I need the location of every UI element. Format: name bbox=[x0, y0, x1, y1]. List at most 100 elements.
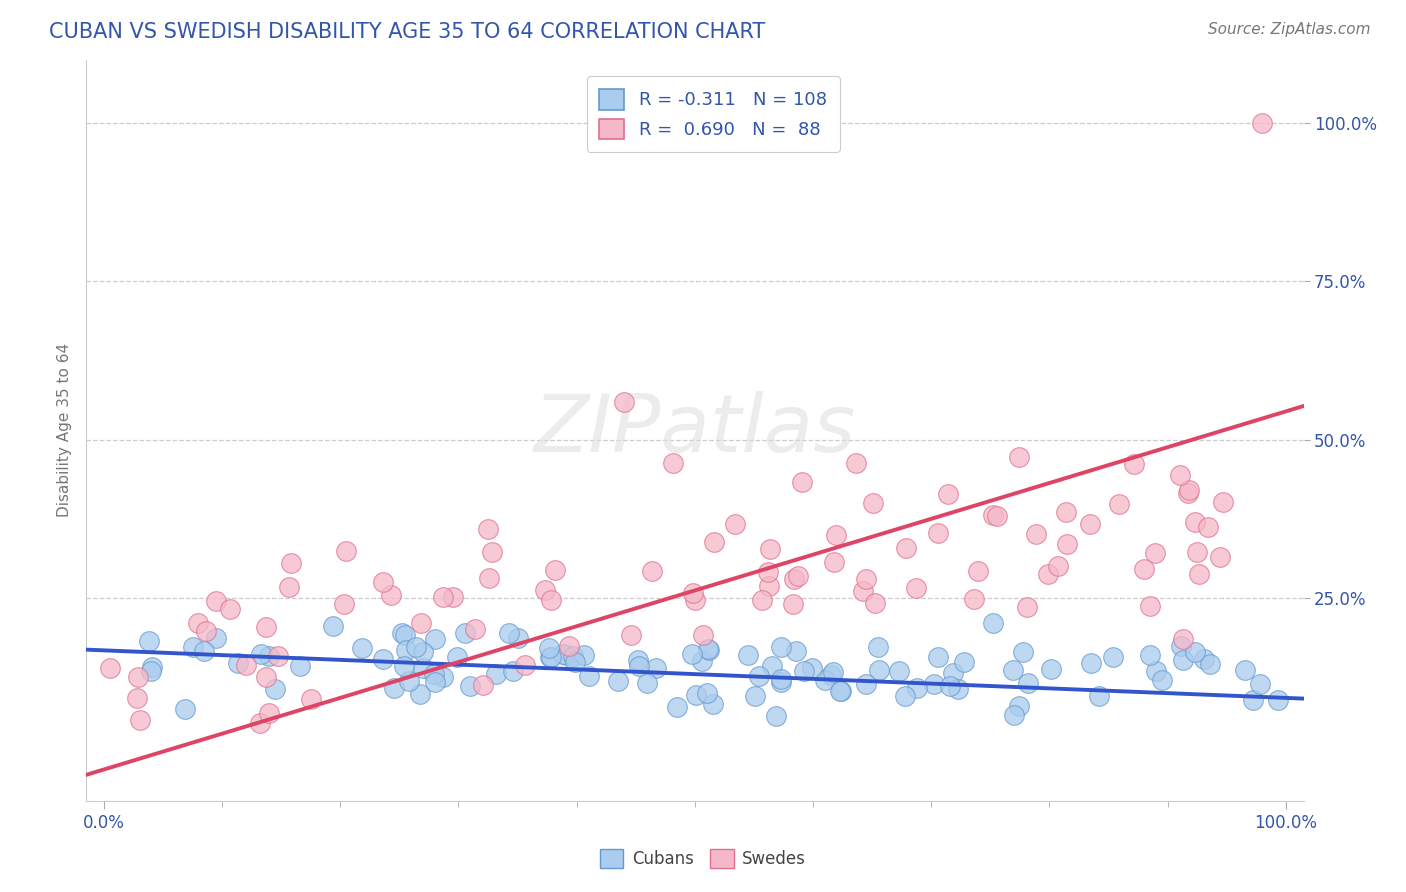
Point bbox=[257, 706, 280, 720]
Point bbox=[703, 534, 725, 549]
Point bbox=[477, 522, 499, 536]
Point bbox=[697, 643, 720, 657]
Point bbox=[219, 602, 242, 616]
Point bbox=[454, 625, 477, 640]
Point bbox=[544, 563, 567, 577]
Point bbox=[1080, 656, 1102, 670]
Point bbox=[558, 639, 581, 653]
Point bbox=[392, 658, 415, 673]
Point bbox=[697, 641, 720, 656]
Point bbox=[288, 658, 311, 673]
Point bbox=[981, 616, 1004, 631]
Point bbox=[1017, 676, 1039, 690]
Point bbox=[1047, 558, 1070, 573]
Point bbox=[384, 681, 406, 695]
Point bbox=[761, 659, 783, 673]
Point bbox=[350, 641, 373, 656]
Point bbox=[1178, 483, 1201, 497]
Point bbox=[782, 597, 804, 611]
Point bbox=[195, 624, 218, 639]
Point bbox=[1249, 677, 1271, 691]
Point bbox=[540, 650, 562, 665]
Point bbox=[830, 684, 852, 698]
Point bbox=[744, 689, 766, 703]
Point bbox=[1002, 663, 1025, 677]
Point bbox=[335, 543, 357, 558]
Point bbox=[905, 581, 928, 595]
Point bbox=[425, 632, 447, 646]
Point bbox=[1197, 520, 1219, 534]
Point bbox=[322, 619, 344, 633]
Point bbox=[1088, 689, 1111, 703]
Point bbox=[702, 697, 724, 711]
Point bbox=[1123, 457, 1146, 471]
Point bbox=[478, 571, 501, 585]
Point bbox=[481, 545, 503, 559]
Point bbox=[887, 664, 910, 678]
Point bbox=[786, 569, 808, 583]
Point bbox=[681, 647, 703, 661]
Point bbox=[551, 647, 574, 661]
Point bbox=[409, 687, 432, 701]
Point bbox=[769, 640, 792, 654]
Point bbox=[513, 658, 536, 673]
Point bbox=[607, 673, 630, 688]
Point bbox=[845, 456, 868, 470]
Point bbox=[138, 634, 160, 648]
Point bbox=[1144, 546, 1167, 560]
Point bbox=[793, 664, 815, 678]
Point bbox=[485, 667, 508, 681]
Point bbox=[398, 673, 420, 688]
Point bbox=[562, 648, 585, 663]
Point bbox=[723, 516, 745, 531]
Point bbox=[412, 661, 434, 675]
Point bbox=[936, 486, 959, 500]
Point bbox=[205, 631, 228, 645]
Point bbox=[1241, 693, 1264, 707]
Point bbox=[498, 625, 520, 640]
Point bbox=[259, 648, 281, 663]
Point bbox=[628, 659, 651, 673]
Point bbox=[823, 555, 845, 569]
Point bbox=[98, 661, 121, 675]
Text: ZIPatlas: ZIPatlas bbox=[534, 392, 856, 469]
Point bbox=[555, 648, 578, 663]
Point bbox=[1040, 662, 1063, 676]
Point bbox=[1102, 650, 1125, 665]
Point bbox=[540, 649, 562, 664]
Point bbox=[1184, 645, 1206, 659]
Point bbox=[1078, 517, 1101, 532]
Point bbox=[141, 660, 163, 674]
Point bbox=[1017, 599, 1039, 614]
Point bbox=[685, 688, 707, 702]
Point bbox=[737, 648, 759, 662]
Point bbox=[471, 677, 494, 691]
Point bbox=[862, 496, 884, 510]
Point bbox=[193, 644, 215, 658]
Point bbox=[1188, 566, 1211, 581]
Point bbox=[641, 564, 664, 578]
Point bbox=[769, 674, 792, 689]
Text: Source: ZipAtlas.com: Source: ZipAtlas.com bbox=[1208, 22, 1371, 37]
Point bbox=[696, 686, 718, 700]
Point bbox=[181, 640, 204, 654]
Point bbox=[537, 640, 560, 655]
Point bbox=[534, 583, 557, 598]
Point bbox=[814, 673, 837, 687]
Point bbox=[394, 628, 416, 642]
Point bbox=[627, 653, 650, 667]
Point bbox=[868, 663, 890, 677]
Point bbox=[620, 628, 643, 642]
Point bbox=[756, 566, 779, 580]
Point bbox=[1036, 566, 1059, 581]
Point bbox=[249, 716, 271, 731]
Point bbox=[125, 690, 148, 705]
Point bbox=[855, 572, 877, 586]
Point bbox=[1171, 653, 1194, 667]
Point bbox=[174, 702, 197, 716]
Point bbox=[661, 456, 683, 470]
Point bbox=[1152, 673, 1174, 687]
Point bbox=[927, 650, 949, 665]
Point bbox=[395, 643, 418, 657]
Point bbox=[267, 648, 290, 663]
